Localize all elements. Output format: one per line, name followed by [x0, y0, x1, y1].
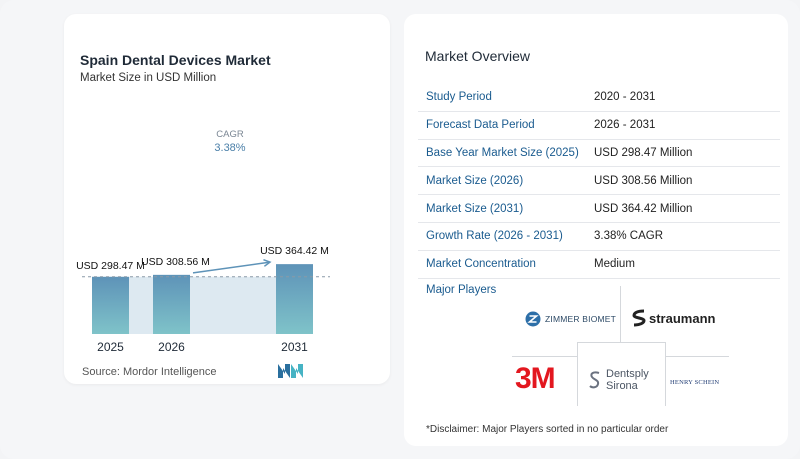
major-players-title: Major Players [426, 284, 497, 296]
overview-title: Market Overview [425, 48, 531, 64]
overview-label: Growth Rate (2026 - 2031) [426, 230, 563, 243]
overview-row-growth-rate: Growth Rate (2026 - 2031) 3.38% CAGR [418, 223, 780, 251]
source-text: Source: Mordor Intelligence [82, 366, 217, 378]
overview-label: Forecast Data Period [426, 119, 535, 132]
chart-subtitle: Market Size in USD Million [80, 72, 217, 84]
straumann-logo: straumann [632, 307, 715, 329]
overview-value: 3.38% CAGR [594, 230, 664, 243]
grid-divider [512, 356, 577, 357]
zimmer-biomet-icon [525, 311, 541, 327]
cagr-value: 3.38% [214, 142, 245, 154]
category-label-2031: 2031 [281, 340, 308, 354]
value-label-2026: USD 308.56 M [141, 256, 210, 268]
overview-row-forecast-period: Forecast Data Period 2026 - 2031 [418, 112, 780, 140]
overview-row-base-year: Base Year Market Size (2025) USD 298.47 … [418, 140, 780, 168]
disclaimer-text: *Disclaimer: Major Players sorted in no … [426, 424, 669, 435]
zimmer-biomet-logo: ZIMMER BIOMET [525, 310, 616, 328]
overview-label: Market Concentration [426, 258, 536, 271]
dentsply-sirona-logo: Dentsply Sirona [588, 366, 649, 394]
grid-divider [577, 342, 578, 406]
grid-divider [665, 342, 666, 406]
bar-2031 [276, 264, 313, 334]
market-overview-panel [404, 14, 788, 446]
cagr-arrow [192, 261, 271, 274]
dentsply-icon [589, 371, 600, 389]
overview-label: Market Size (2031) [426, 202, 524, 215]
overview-row-size-2026: Market Size (2026) USD 308.56 Million [418, 167, 780, 196]
grid-divider [665, 356, 729, 357]
value-label-2025: USD 298.47 M [76, 260, 145, 272]
grid-divider [577, 342, 665, 343]
overview-table: Study Period 2020 - 2031 Forecast Data P… [418, 84, 780, 279]
mordor-logo-icon [278, 364, 304, 383]
category-label-2025: 2025 [97, 340, 124, 354]
cagr-arrow-head [263, 258, 272, 267]
category-label-2026: 2026 [158, 340, 185, 354]
straumann-icon [632, 309, 646, 327]
overview-label: Base Year Market Size (2025) [426, 146, 579, 159]
sirona-text: Sirona [606, 380, 638, 392]
3m-logo: 3M [515, 362, 556, 396]
henry-schein-logo: HENRY SCHEIN [670, 377, 719, 387]
gap-fill [129, 276, 153, 334]
dentsply-text: Dentsply [606, 368, 649, 380]
overview-row-size-2031: Market Size (2031) USD 364.42 Million [418, 195, 780, 223]
overview-value: USD 308.56 Million [594, 174, 693, 187]
overview-row-study-period: Study Period 2020 - 2031 [418, 84, 780, 112]
overview-value: Medium [594, 258, 635, 271]
zimmer-biomet-text: ZIMMER BIOMET [545, 314, 617, 324]
overview-row-concentration: Market Concentration Medium [418, 251, 780, 279]
bar-2025 [92, 276, 129, 334]
3m-text: 3M [515, 362, 556, 395]
bar-2026 [153, 274, 190, 334]
cagr-label: CAGR [216, 129, 244, 140]
overview-value: USD 298.47 Million [594, 146, 693, 159]
straumann-text: straumann [649, 310, 716, 326]
chart-title: Spain Dental Devices Market [80, 52, 271, 68]
overview-value: 2020 - 2031 [594, 91, 656, 104]
overview-value: USD 364.42 Million [594, 202, 693, 215]
overview-value: 2026 - 2031 [594, 119, 656, 132]
henry-schein-text: HENRY SCHEIN [670, 378, 720, 386]
overview-label: Study Period [426, 91, 492, 104]
gap-fill [190, 276, 276, 334]
grid-divider [620, 286, 621, 342]
value-label-2031: USD 364.42 M [260, 245, 329, 257]
overview-label: Market Size (2026) [426, 174, 524, 187]
